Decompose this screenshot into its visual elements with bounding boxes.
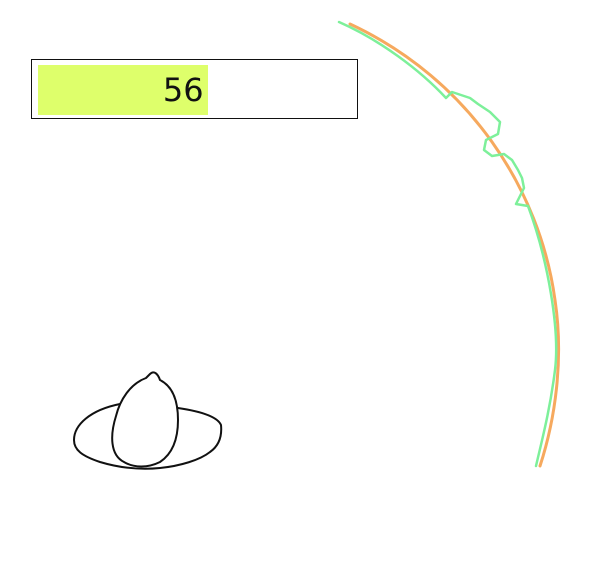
player-drawn-stroke [337,20,558,468]
score-bar-fill [38,65,208,115]
fedora-hat-icon [73,371,223,470]
hat-brim [73,403,223,470]
hat-crown [111,371,179,468]
score-value: 56 [162,71,204,109]
score-bar: 56 [31,59,358,119]
reference-arc-stroke [348,22,561,468]
